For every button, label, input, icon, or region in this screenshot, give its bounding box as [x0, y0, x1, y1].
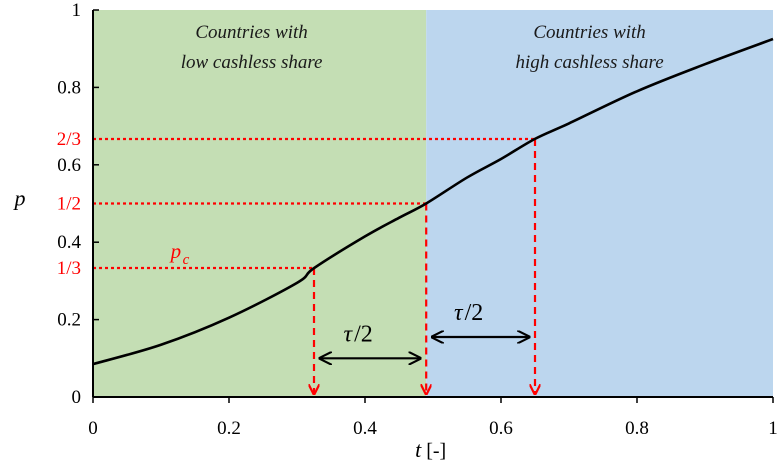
interval-label-0-rest: /2: [354, 321, 373, 347]
y-tick-label-3: 0.6: [57, 155, 81, 176]
interval-layer: [320, 337, 529, 358]
y-tick-label-1: 0.2: [57, 310, 81, 331]
critical-label: p: [169, 239, 182, 263]
interval-label-1-greek: τ: [454, 300, 464, 326]
reference-label-2: 2/3: [57, 129, 81, 150]
y-tick-label-4: 0.8: [57, 77, 81, 98]
reference-lines-layer: [93, 137, 535, 394]
region-1-label-line2: high cashless share: [516, 52, 664, 73]
reference-label-1: 1/2: [57, 194, 81, 215]
x-tick-label-4: 0.8: [625, 418, 649, 439]
x-axis-label: t: [415, 437, 422, 462]
region-0-label-line2: low cashless share: [181, 52, 323, 73]
region-1-label-line1: Countries with: [533, 22, 645, 43]
x-tick-label-1: 0.2: [217, 418, 241, 439]
x-tick-label-0: 0: [88, 418, 98, 439]
interval-label-1-rest: /2: [465, 300, 484, 326]
logistic-curve: [92, 37, 774, 366]
x-tick-label-5: 1: [768, 418, 778, 439]
y-tick-label-2: 0.4: [57, 232, 81, 253]
y-tick-label-5: 1: [72, 0, 82, 21]
y-tick-label-0: 0: [72, 387, 82, 408]
text-layer: Countries with low cashless share Countrie…: [13, 0, 778, 462]
critical-label-subscript: c: [183, 252, 190, 268]
x-tick-label-2: 0.4: [353, 418, 377, 439]
curve-layer: [92, 37, 774, 366]
x-tick-label-3: 0.6: [489, 418, 513, 439]
reference-label-0: 1/3: [57, 258, 81, 279]
y-axis-label: p: [13, 186, 26, 211]
axes-layer: [92, 9, 774, 403]
x-axis-unit: [-]: [426, 440, 446, 462]
interval-label-0-greek: τ: [344, 321, 354, 347]
region-0-label-line1: Countries with: [195, 22, 307, 43]
